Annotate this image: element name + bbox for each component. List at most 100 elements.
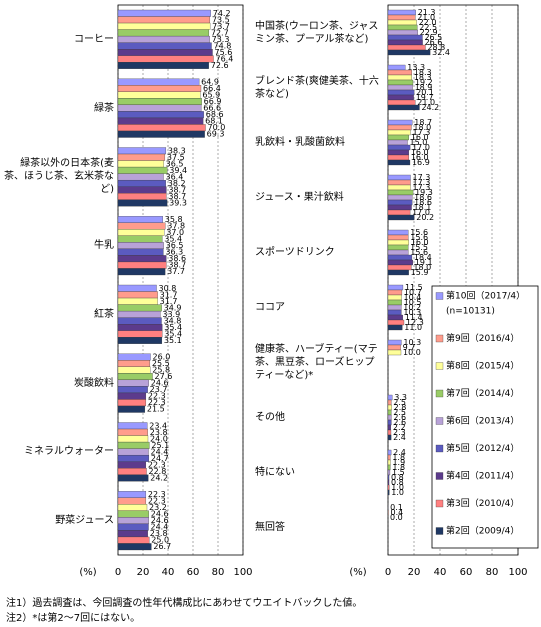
- bar: [387, 179, 411, 186]
- bar: [117, 42, 212, 50]
- value-label: 24.6: [151, 379, 169, 388]
- category-label: 中国茶(ウーロン茶、ジャスミン茶、プーアル茶など): [255, 20, 379, 45]
- bar: [387, 344, 401, 351]
- value-label: 38.3: [168, 146, 186, 155]
- bar: [387, 479, 390, 486]
- bar: [387, 89, 415, 96]
- value-label: 25.0: [151, 536, 169, 545]
- bar: [117, 366, 151, 374]
- value-label: 66.9: [204, 97, 222, 106]
- value-label: 18.3: [414, 73, 432, 82]
- bar: [117, 435, 149, 443]
- bar: [387, 139, 408, 146]
- value-label: 21.5: [147, 405, 165, 414]
- value-label: 24.2: [150, 473, 168, 482]
- bar: [387, 324, 403, 331]
- value-label: 10.4: [404, 293, 422, 302]
- x-tick-label: 80: [486, 567, 499, 578]
- value-label: 23.2: [149, 503, 167, 512]
- value-label: 16.0: [411, 133, 429, 142]
- bar: [117, 22, 211, 30]
- bar: [387, 209, 411, 216]
- value-label: 35.1: [164, 336, 182, 345]
- value-label: 19.1: [415, 258, 433, 267]
- bar: [387, 489, 390, 496]
- value-label: 22.8: [149, 467, 167, 476]
- value-label: 25.1: [151, 441, 169, 450]
- bar: [387, 199, 413, 206]
- bar: [387, 304, 402, 311]
- legend-swatch: [435, 292, 444, 300]
- x-axis-label: (%): [349, 567, 366, 578]
- bar: [387, 144, 411, 151]
- value-label: 35.4: [164, 323, 182, 332]
- bar: [117, 504, 148, 511]
- value-label: 68.6: [206, 110, 224, 119]
- bar: [387, 474, 390, 481]
- value-label: 15.9: [411, 268, 429, 277]
- value-label: 24.6: [151, 510, 169, 519]
- bar: [117, 29, 210, 37]
- bar: [387, 464, 391, 471]
- category-label: ジュース・果汁飲料: [255, 192, 344, 203]
- value-label: 17.3: [412, 178, 430, 187]
- bar: [387, 184, 411, 191]
- bar: [117, 216, 163, 223]
- value-label: 2.3: [393, 428, 406, 437]
- bar: [387, 104, 420, 111]
- value-label: 66.6: [203, 104, 221, 113]
- value-label: 21.0: [417, 98, 435, 107]
- value-label: 25.8: [152, 366, 170, 375]
- legend-note: (n=10131): [446, 307, 495, 317]
- bar: [117, 91, 201, 99]
- value-label: 2.4: [393, 433, 406, 442]
- bar: [117, 166, 168, 174]
- value-label: 26.0: [153, 353, 171, 362]
- bar: [117, 386, 148, 394]
- category-label: 緑茶以外の日本茶(麦茶、ほうじ茶、玄米茶など): [4, 158, 114, 196]
- category-label: ココア: [255, 302, 285, 313]
- value-label: 0.0: [390, 513, 403, 522]
- legend-swatch: [435, 444, 444, 453]
- value-label: 19.3: [415, 188, 433, 197]
- bar: [117, 405, 146, 413]
- category-label: 牛乳: [94, 240, 114, 252]
- bar: [387, 259, 413, 266]
- bar: [387, 484, 390, 491]
- value-label: 19.7: [416, 93, 434, 102]
- value-label: 69.3: [207, 130, 225, 139]
- value-label: 37.8: [167, 222, 185, 231]
- bar: [117, 242, 164, 250]
- value-label: 17.3: [412, 173, 430, 182]
- value-label: 70.0: [208, 123, 226, 132]
- plot-frame: [387, 4, 519, 556]
- bar: [117, 153, 166, 161]
- value-label: 36.5: [166, 159, 184, 168]
- bar: [387, 459, 391, 466]
- category-label: 緑茶: [94, 102, 114, 114]
- value-label: 17.3: [412, 128, 430, 137]
- bar: [117, 461, 147, 469]
- x-axis-label: (%): [79, 567, 96, 578]
- value-label: 15.5: [410, 243, 428, 252]
- x-tick-label: 60: [187, 567, 200, 578]
- value-label: 38.7: [168, 261, 186, 270]
- bar: [387, 284, 404, 291]
- legend-swatch: [435, 417, 444, 425]
- bar: [387, 194, 413, 201]
- legend-swatch: [435, 527, 444, 535]
- value-label: 22.3: [148, 398, 166, 407]
- value-label: 66.4: [203, 84, 221, 93]
- bar: [387, 44, 426, 51]
- x-tick-label: 40: [162, 567, 175, 578]
- bar: [387, 349, 402, 356]
- value-label: 2.5: [393, 408, 406, 417]
- value-label: 18.0: [413, 123, 431, 132]
- legend-label: 第9回（2016/4）: [446, 332, 519, 344]
- bar: [117, 229, 165, 236]
- bar: [117, 111, 204, 119]
- plot-frame: [117, 4, 244, 556]
- bar: [387, 19, 417, 26]
- bar: [117, 78, 200, 86]
- value-label: 32.4: [432, 48, 450, 57]
